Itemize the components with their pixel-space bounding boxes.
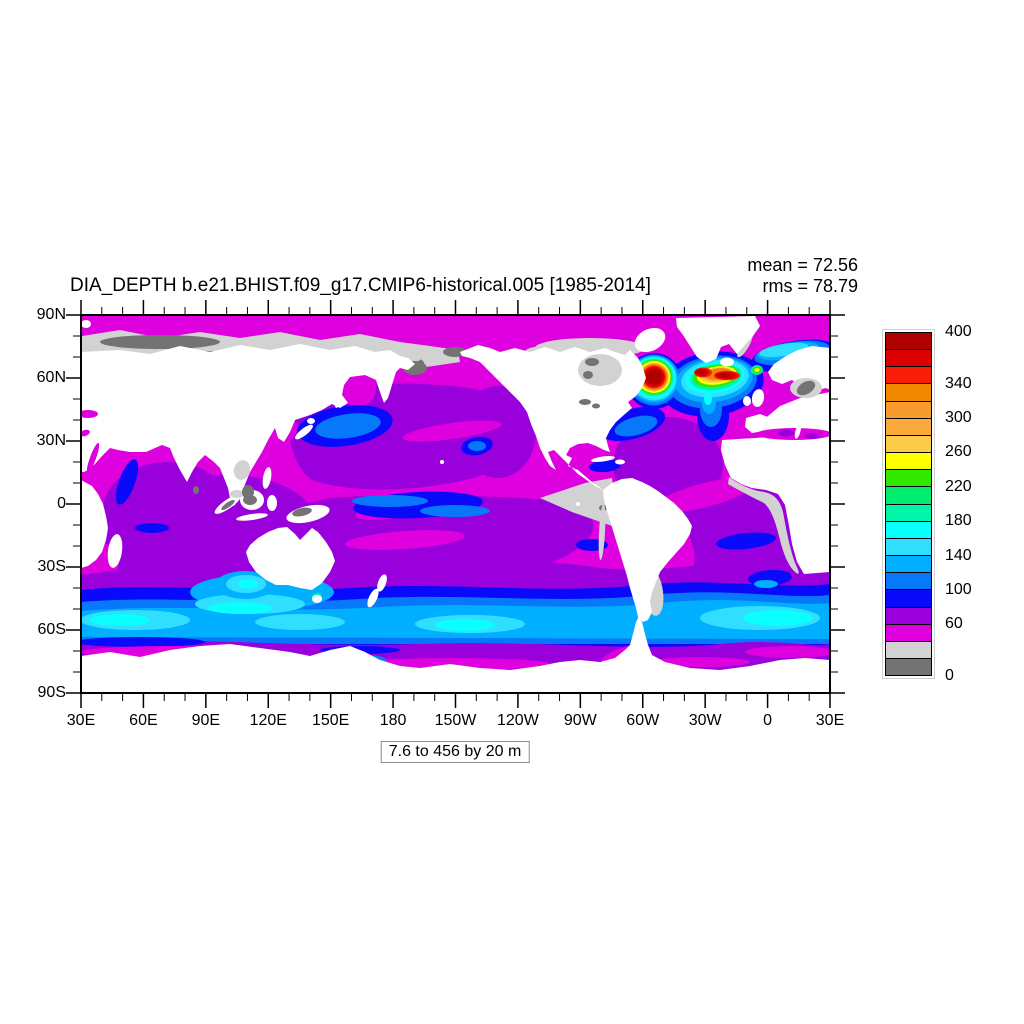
x-tick-label: 60E <box>129 712 158 729</box>
x-tick-label: 30E <box>815 712 845 729</box>
rms-value: rms = 78.79 <box>762 276 858 296</box>
colorbar-tick-label: 60 <box>945 615 963 633</box>
colorbar-segment <box>885 452 932 471</box>
plot-title: DIA_DEPTH b.e21.BHIST.f09_g17.CMIP6-hist… <box>70 275 651 296</box>
colorbar-tick-label: 100 <box>945 581 972 598</box>
colorbar-tick-label: 340 <box>945 374 972 392</box>
colorbar-segment <box>885 400 932 419</box>
colorbar-segment <box>885 589 932 608</box>
y-tick-label: 0 <box>57 495 66 512</box>
colorbar <box>882 329 935 679</box>
colorbar-segment <box>885 606 932 625</box>
x-tick-label: 180 <box>379 712 407 729</box>
colorbar-segment <box>885 469 932 488</box>
y-tick-label: 60S <box>37 621 66 638</box>
colorbar-segment <box>885 417 932 436</box>
colorbar-tick-label: 140 <box>945 546 972 564</box>
y-tick-label: 90S <box>37 684 66 701</box>
x-tick-label: 60W <box>626 712 660 729</box>
colorbar-segment <box>885 657 932 677</box>
mean-value: mean = 72.56 <box>747 255 858 275</box>
y-tick-label: 60N <box>36 369 66 386</box>
colorbar-tick-label: 400 <box>945 323 972 340</box>
x-tick-label: 30W <box>688 712 722 729</box>
colorbar-segment <box>885 486 932 505</box>
y-tick-label: 90N <box>36 306 66 323</box>
x-tick-label: 90W <box>563 712 597 729</box>
x-tick-label: 0 <box>763 712 773 729</box>
x-tick-label: 150E <box>311 712 350 729</box>
colorbar-tick-label: 0 <box>945 667 954 684</box>
y-tick-label: 30N <box>36 432 66 449</box>
colorbar-segment <box>885 572 932 591</box>
contour-range-box: 7.6 to 456 by 20 m <box>380 741 530 763</box>
colorbar-segment <box>885 349 932 368</box>
colorbar-segment <box>885 383 932 402</box>
colorbar-segment <box>885 623 932 642</box>
x-tick-label: 150W <box>434 712 477 729</box>
colorbar-tick-label: 180 <box>945 512 972 530</box>
x-tick-label: 90E <box>191 712 221 729</box>
x-tick-label: 120W <box>497 712 539 729</box>
y-tick-label: 30S <box>37 558 66 575</box>
colorbar-segment <box>885 503 932 522</box>
colorbar-tick-label: 220 <box>945 477 972 495</box>
colorbar-segment <box>885 555 932 574</box>
colorbar-segment <box>885 520 932 539</box>
colorbar-tick-label: 260 <box>945 443 972 461</box>
colorbar-segment <box>885 434 932 454</box>
colorbar-segment <box>885 366 932 385</box>
colorbar-tick-label: 300 <box>945 409 972 426</box>
colorbar-segment <box>885 332 932 351</box>
colorbar-segment <box>885 640 932 659</box>
x-tick-label: 30E <box>66 712 96 729</box>
stats-block: mean = 72.56 rms = 78.79 <box>747 255 858 297</box>
x-tick-label: 120E <box>249 712 287 729</box>
colorbar-segment <box>885 537 932 557</box>
